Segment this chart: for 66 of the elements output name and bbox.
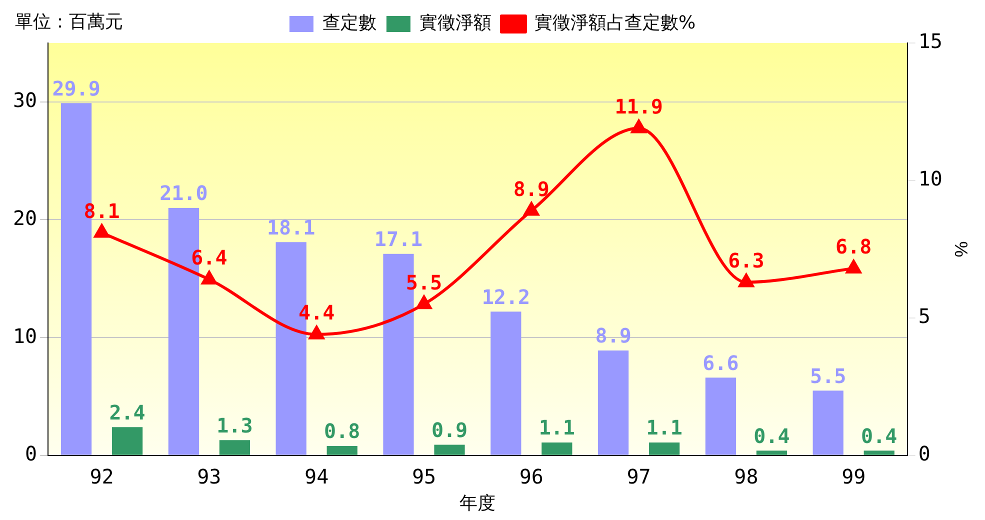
legend-label: 查定數 xyxy=(322,12,376,34)
data-label: 8.9 xyxy=(513,176,550,201)
data-label: 0.8 xyxy=(324,419,360,444)
x-tick-label: 97 xyxy=(626,464,651,489)
point xyxy=(94,224,110,238)
bar xyxy=(219,440,250,455)
point xyxy=(631,120,646,134)
x-tick-label: 92 xyxy=(90,464,114,489)
point xyxy=(202,270,217,284)
data-label: 1.1 xyxy=(646,416,682,440)
bar xyxy=(112,427,143,455)
x-axis-title: 年度 xyxy=(460,492,496,514)
y2-tick-label: 0 xyxy=(918,442,930,466)
data-label: 6.6 xyxy=(702,350,739,375)
data-label: 8.9 xyxy=(595,324,632,348)
data-label: 11.9 xyxy=(614,94,663,118)
legend-label: 實徵淨額占查定數% xyxy=(534,12,696,34)
data-label: 1.3 xyxy=(216,413,253,438)
x-tick-label: 94 xyxy=(304,464,329,489)
bar xyxy=(434,444,465,455)
bar xyxy=(705,378,736,455)
point xyxy=(416,296,432,310)
data-label: 18.1 xyxy=(267,215,316,240)
bar xyxy=(864,450,894,455)
bar xyxy=(490,312,522,455)
y-tick-label: 0 xyxy=(25,442,38,466)
data-label: 8.1 xyxy=(84,198,120,223)
bar xyxy=(756,450,788,455)
data-label: 0.9 xyxy=(431,418,468,442)
point xyxy=(309,326,324,340)
data-label: 5.5 xyxy=(810,364,846,388)
point xyxy=(738,274,754,288)
data-label: 0.4 xyxy=(861,424,898,448)
data-label: 6.3 xyxy=(728,248,764,272)
x-tick-label: 98 xyxy=(734,464,758,489)
data-label: 29.9 xyxy=(52,76,100,100)
data-label: 6.8 xyxy=(836,234,872,259)
point xyxy=(524,202,539,216)
x-tick-label: 95 xyxy=(412,464,436,489)
data-label: 17.1 xyxy=(374,227,423,252)
data-label: 0.4 xyxy=(754,424,790,448)
bar xyxy=(598,350,629,455)
data-label: 12.2 xyxy=(482,284,530,309)
bar xyxy=(812,390,844,455)
bar xyxy=(326,446,358,455)
y2-axis-title: % xyxy=(951,241,972,258)
point xyxy=(846,260,862,274)
data-label: 4.4 xyxy=(298,300,335,325)
data-label: 2.4 xyxy=(109,400,146,424)
data-label: 21.0 xyxy=(160,181,208,206)
y2-tick-label: 10 xyxy=(918,166,942,191)
x-tick-label: 93 xyxy=(197,464,222,489)
data-label: 5.5 xyxy=(406,270,442,294)
x-tick-label: 96 xyxy=(519,464,544,489)
data-label: 1.1 xyxy=(538,416,575,440)
y-tick-label: 30 xyxy=(12,88,38,112)
text: 單位：百萬元 xyxy=(15,12,123,33)
legend-label: 實徵淨額 xyxy=(419,12,492,34)
x-tick-label: 99 xyxy=(842,464,866,489)
y2-tick-label: 5 xyxy=(918,304,930,328)
y2-tick-label: 15 xyxy=(918,29,942,54)
data-label: 6.4 xyxy=(191,246,228,270)
bar xyxy=(542,442,572,455)
y-tick-label: 20 xyxy=(12,206,38,230)
y-tick-label: 10 xyxy=(12,324,38,348)
bar xyxy=(649,442,680,455)
